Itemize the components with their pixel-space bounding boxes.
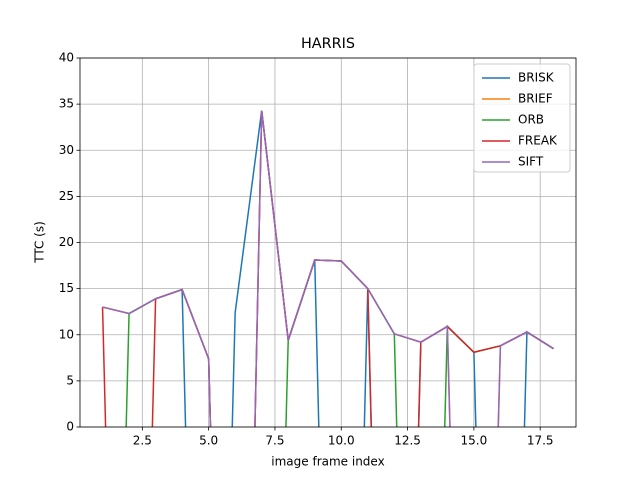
legend-label: SIFT [518,155,544,169]
y-tick-label: 5 [66,373,74,387]
legend-label: BRISK [518,71,555,85]
x-tick-label: 17.5 [527,434,554,448]
y-tick-label: 40 [59,51,74,65]
x-tick-label: 7.5 [265,434,284,448]
legend-label: FREAK [518,134,558,148]
y-axis-label: TTC (s) [33,221,47,264]
y-tick-label: 0 [66,420,74,434]
series-line [102,110,554,427]
legend-label: ORB [518,113,544,127]
legend-box [473,63,571,173]
y-tick-label: 10 [59,327,74,341]
y-tick-label: 30 [59,143,74,157]
y-tick-label: 20 [59,235,74,249]
x-tick-label: 2.5 [133,434,152,448]
x-tick-label: 5.0 [199,434,218,448]
y-tick-label: 15 [59,281,74,295]
y-tick-label: 25 [59,189,74,203]
legend-label: BRIEF [518,92,553,106]
x-axis-label: image frame index [271,455,384,469]
x-tick-label: 15.0 [461,434,488,448]
chart-title: HARRIS [301,36,355,52]
x-tick-label: 12.5 [394,434,421,448]
x-tick-label: 10.0 [328,434,355,448]
y-tick-label: 35 [59,97,74,111]
